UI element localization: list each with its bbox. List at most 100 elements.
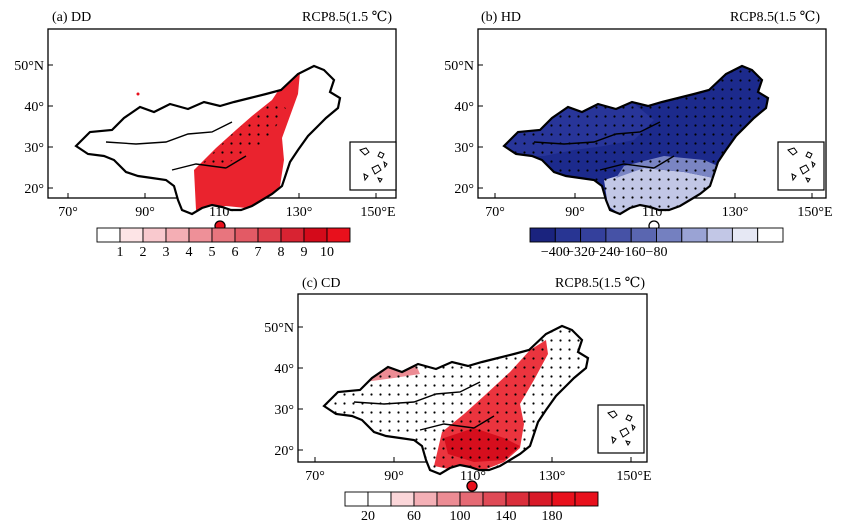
lat-tick-30: 30° (24, 141, 44, 156)
panel-hd: (b) HD RCP8.5(1.5 ℃) 50°N 40° 30° 20° 70… (444, 10, 832, 260)
panel-dd-lat-ticks: 50°N 40° 30° 20° (14, 59, 53, 197)
panel-cd-inset-map (597, 404, 645, 454)
colorbar-swatch (529, 227, 556, 243)
panel-hd-colorbar: −400−320−240−160 −80 (529, 227, 784, 260)
lon-tick-90: 90° (135, 205, 155, 220)
colorbar-swatch (706, 227, 733, 243)
panel-cd: (c) CD RCP8.5(1.5 ℃) 50°N 40° 30° 20° 70… (264, 276, 651, 524)
colorbar-tick-label: −80 (646, 245, 668, 260)
colorbar-swatch (436, 491, 461, 507)
colorbar-swatch (234, 227, 259, 243)
lon-tick-110: 110° (460, 469, 486, 484)
lat-tick-30: 30° (454, 141, 474, 156)
colorbar-tick-label: 2 (140, 245, 147, 260)
lat-tick-40: 40° (454, 100, 474, 115)
panel-hd-label: (b) HD (481, 10, 521, 25)
panel-hd-scenario: RCP8.5(1.5 ℃) (730, 10, 820, 25)
colorbar-swatch (505, 491, 530, 507)
colorbar-tick-label: 5 (209, 245, 216, 260)
lon-tick-70: 70° (485, 205, 505, 220)
colorbar-swatch (554, 227, 582, 243)
lon-tick-70: 70° (305, 469, 325, 484)
colorbar-swatch (681, 227, 708, 243)
colorbar-tick-label: −400 (541, 245, 570, 260)
colorbar-swatch (731, 227, 759, 243)
panel-dd-colorbar: 1 2 3 4 5 6 7 8 9 10 (96, 227, 351, 260)
colorbar-swatch (757, 227, 784, 243)
lon-tick-130: 130° (722, 205, 749, 220)
colorbar-tick-label: 10 (320, 245, 334, 260)
lat-tick-50: 50°N (14, 59, 44, 74)
lat-tick-40: 40° (274, 362, 294, 377)
panel-cd-lat-ticks: 50°N 40° 30° 20° (264, 321, 303, 459)
colorbar-swatch (528, 491, 553, 507)
lon-tick-150: 150°E (360, 205, 395, 220)
colorbar-swatch (390, 491, 415, 507)
panel-dd-map (74, 64, 342, 232)
colorbar-swatch (367, 491, 392, 507)
colorbar-swatch (280, 227, 305, 243)
panel-dd-inset-map (349, 141, 397, 191)
panel-cd-scenario: RCP8.5(1.5 ℃) (555, 276, 645, 291)
colorbar-swatch (551, 491, 576, 507)
panel-dd: (a) DD RCP8.5(1.5 ℃) 50°N 40° 30° 20° 70… (14, 10, 397, 260)
colorbar-tick-label: 140 (496, 509, 517, 524)
lat-tick-20: 20° (24, 182, 44, 197)
lat-tick-20: 20° (454, 182, 474, 197)
colorbar-swatch (211, 227, 236, 243)
colorbar-swatch (482, 491, 507, 507)
colorbar-swatch (630, 227, 657, 243)
colorbar-swatch (413, 491, 438, 507)
hainan-island (466, 480, 478, 492)
colorbar-swatch (188, 227, 213, 243)
colorbar-tick-label: 100 (450, 509, 471, 524)
panel-hd-lat-ticks: 50°N 40° 30° 20° (444, 59, 483, 197)
colorbar-swatch (165, 227, 190, 243)
colorbar-tick-label: 1 (117, 245, 124, 260)
panel-cd-label: (c) CD (302, 276, 341, 291)
lat-tick-50: 50°N (444, 59, 474, 74)
panel-hd-inset-map (777, 141, 825, 191)
colorbar-swatch (326, 227, 351, 243)
colorbar-tick-label: 180 (542, 509, 563, 524)
lon-tick-150: 150°E (797, 205, 832, 220)
colorbar-tick-label: 60 (407, 509, 421, 524)
panel-cd-colorbar: 20 60 100 140 180 (344, 491, 599, 524)
colorbar-swatch (574, 491, 599, 507)
colorbar-tick-label: −320 (566, 245, 595, 260)
lon-tick-90: 90° (565, 205, 585, 220)
colorbar-tick-label: 20 (361, 509, 375, 524)
colorbar-swatch (257, 227, 282, 243)
colorbar-tick-label: −160 (617, 245, 646, 260)
colorbar-tick-label: 8 (278, 245, 285, 260)
lon-tick-90: 90° (384, 469, 404, 484)
lat-tick-30: 30° (274, 403, 294, 418)
colorbar-swatch (119, 227, 144, 243)
colorbar-swatch (605, 227, 632, 243)
panel-dd-scenario: RCP8.5(1.5 ℃) (302, 10, 392, 25)
colorbar-tick-label: 4 (186, 245, 193, 260)
colorbar-swatch (344, 491, 369, 507)
lon-tick-70: 70° (58, 205, 78, 220)
colorbar-tick-label: −240 (591, 245, 620, 260)
colorbar-tick-label: 9 (301, 245, 308, 260)
colorbar-swatch (459, 491, 484, 507)
lon-tick-130: 130° (539, 469, 566, 484)
colorbar-tick-label: 7 (255, 245, 262, 260)
colorbar-swatch (303, 227, 328, 243)
colorbar-swatch (656, 227, 683, 243)
colorbar-tick-label: 3 (163, 245, 170, 260)
colorbar-swatch (96, 227, 121, 243)
lat-tick-40: 40° (24, 100, 44, 115)
lat-tick-20: 20° (274, 444, 294, 459)
lon-tick-130: 130° (286, 205, 313, 220)
panel-dd-label: (a) DD (52, 10, 91, 25)
dd-isolated-point (136, 92, 140, 96)
colorbar-tick-label: 6 (232, 245, 239, 260)
lon-tick-150: 150°E (616, 469, 651, 484)
colorbar-swatch (580, 227, 607, 243)
panel-cd-lon-ticks: 70° 90° 110° 130° 150°E (305, 457, 652, 484)
colorbar-swatch (142, 227, 167, 243)
lat-tick-50: 50°N (264, 321, 294, 336)
